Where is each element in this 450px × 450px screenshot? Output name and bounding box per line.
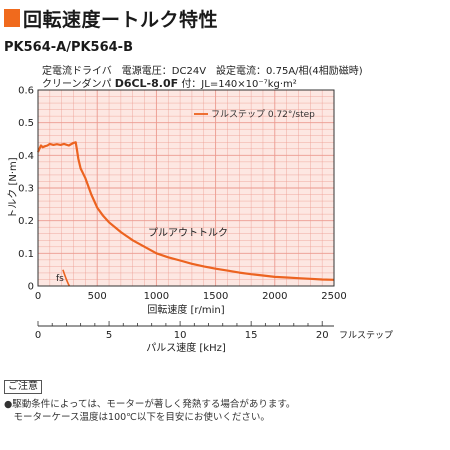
axes-labels: 0 0.1 0.2 0.3 0.4 0.5 0.6 0 500 1000 1500 2000 2500 回… bbox=[7, 86, 393, 355]
y-tick-label: 0.6 bbox=[18, 86, 34, 97]
conditions-prefix: クリーンダンパ bbox=[42, 79, 112, 90]
y-tick-label: 0.2 bbox=[18, 216, 34, 227]
conditions-line-1: 定電流ドライバ 電源電圧：DC24V 設定電流：0.75A/相(4相励磁時) bbox=[42, 66, 363, 77]
secondary-axis-unit-label: フルステップ bbox=[339, 330, 393, 341]
secondary-x-tick-label: 15 bbox=[245, 330, 258, 341]
x-tick-label: 500 bbox=[88, 291, 107, 302]
notice-line-1: ●駆動条件によっては、モーターが著しく発熱する場合があります。 bbox=[4, 399, 296, 410]
fs-label: fs bbox=[56, 274, 64, 284]
notice-label: ご注意 bbox=[4, 380, 42, 394]
legend-label: フルステップ 0.72°/step bbox=[211, 109, 315, 120]
model-number: PK564-A/PK564-B bbox=[4, 40, 133, 55]
secondary-x-tick-label: 20 bbox=[316, 330, 329, 341]
torque-speed-chart: 0 0.1 0.2 0.3 0.4 0.5 0.6 0 500 1000 1500 2000 2500 回… bbox=[7, 86, 393, 355]
x-tick-label: 1500 bbox=[203, 291, 228, 302]
conditions-suffix: 付：JL=140×10⁻⁷kg·m² bbox=[181, 79, 297, 90]
y-tick-label: 0 bbox=[28, 282, 34, 293]
y-tick-label: 0.3 bbox=[18, 184, 34, 195]
fs-line bbox=[62, 269, 71, 287]
secondary-x-tick-label: 0 bbox=[35, 330, 41, 341]
secondary-x-tick-label: 5 bbox=[106, 330, 112, 341]
x-axis-title: 回転速度 [r/min] bbox=[147, 303, 224, 316]
legend: フルステップ 0.72°/step bbox=[194, 109, 315, 120]
page-heading: 回転速度ートルク特性 bbox=[4, 6, 219, 31]
page-title: 回転速度ートルク特性 bbox=[23, 8, 219, 31]
secondary-x-tick-label: 10 bbox=[174, 330, 187, 341]
y-tick-label: 0.1 bbox=[18, 249, 34, 260]
secondary-axis-title: パルス速度 [kHz] bbox=[146, 341, 226, 354]
y-tick-label: 0.4 bbox=[18, 151, 34, 162]
x-tick-label: 0 bbox=[35, 291, 41, 302]
y-axis-title: トルク [N·m] bbox=[7, 157, 19, 218]
pullout-torque-line bbox=[36, 141, 335, 281]
y-tick-label: 0.5 bbox=[18, 118, 34, 129]
heading-square-icon bbox=[4, 9, 20, 27]
x-tick-label: 2000 bbox=[262, 291, 287, 302]
series-layer bbox=[36, 141, 335, 287]
pullout-torque-label: プルアウトトルク bbox=[148, 227, 228, 239]
conditions-line-2: クリーンダンパ D6CL-8.0F 付：JL=140×10⁻⁷kg·m² bbox=[42, 75, 297, 90]
notice-line-2: モーターケース温度は100℃以下を目安にお使いください。 bbox=[4, 412, 270, 423]
x-tick-label: 2500 bbox=[321, 291, 346, 302]
x-tick-label: 1000 bbox=[144, 291, 169, 302]
damper-model: D6CL-8.0F bbox=[114, 77, 179, 90]
plot-frame bbox=[37, 89, 335, 287]
